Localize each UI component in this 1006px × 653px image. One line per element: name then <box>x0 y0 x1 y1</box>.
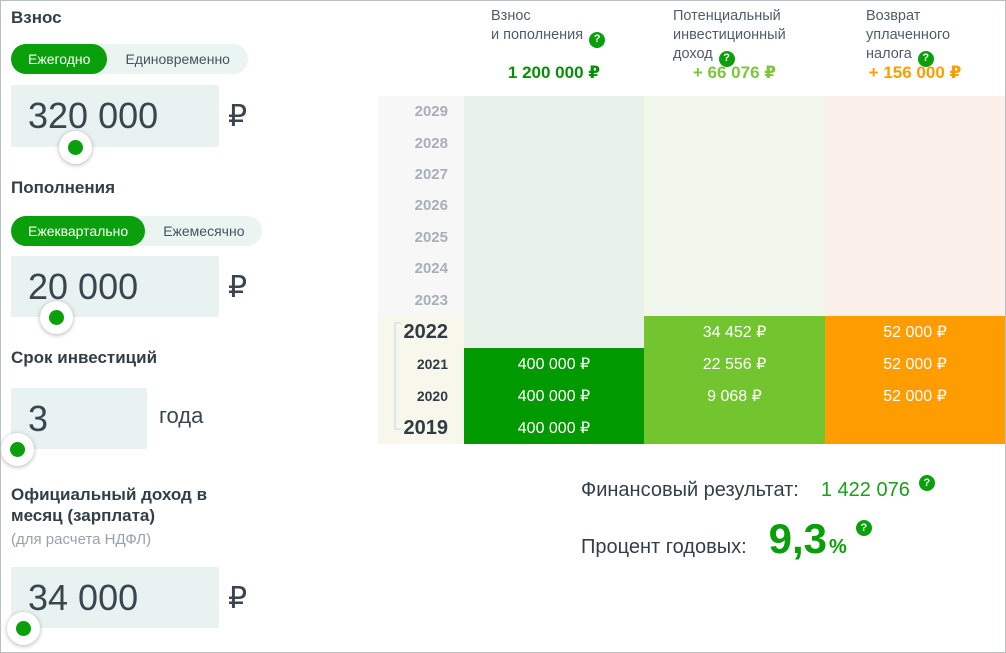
contribution-title: Взнос <box>11 8 62 27</box>
bar-value: 34 452 ₽ <box>702 324 767 341</box>
column-header-tax: Возврат уплаченного налога? <box>866 7 950 67</box>
bar-value <box>825 412 1005 444</box>
term-input[interactable] <box>11 388 147 449</box>
annual-rate-unit: % <box>829 536 847 558</box>
bar-value: 52 000 ₽ <box>883 356 947 373</box>
income-title: Официальный доход в месяц (зарплата) <box>11 485 208 525</box>
year-label-2020: 2020 <box>416 388 448 404</box>
financial-result-value: 1 422 076 <box>820 479 910 501</box>
help-icon[interactable]: ? <box>918 475 935 491</box>
income-slider-handle[interactable] <box>7 612 40 645</box>
bar-value: 9 068 ₽ <box>707 388 762 405</box>
help-icon[interactable]: ? <box>855 520 872 536</box>
contribution-amount-input[interactable] <box>11 85 219 147</box>
contribution-slider-handle[interactable] <box>59 131 92 164</box>
year-label: 2028 <box>414 134 448 152</box>
contrib-total: 1 200 000 ₽ <box>507 63 601 82</box>
stacked-year-chart: 2029 2028 2027 2026 2025 2024 2023 2022 … <box>378 96 1005 444</box>
annual-rate-label: Процент годовых: <box>581 536 747 558</box>
tax-total: + 156 000 ₽ <box>868 63 962 82</box>
year-label: 2023 <box>414 291 448 309</box>
financial-result-row: Финансовый результат: 1 422 076 ? <box>581 475 935 502</box>
year-label: 2024 <box>414 260 448 278</box>
help-icon[interactable]: ? <box>589 31 606 48</box>
toggle-option-quarterly[interactable]: Ежеквартально <box>11 216 146 246</box>
topup-currency-sign: ₽ <box>228 271 248 304</box>
income-subtitle: (для расчета НДФЛ) <box>11 531 152 548</box>
bar-value: 400 000 ₽ <box>517 356 591 373</box>
topup-period-toggle: Ежеквартально Ежемесячно <box>11 216 263 246</box>
selected-years-bg <box>378 316 464 444</box>
year-axis: 2029 2028 2027 2026 2025 2024 2023 <box>378 96 464 316</box>
year-label-2022: 2022 <box>403 320 449 343</box>
income-amount-input[interactable] <box>11 567 219 628</box>
contrib-bar: 400 000 ₽ 400 000 ₽ 400 000 ₽ <box>464 348 644 444</box>
bar-value: 400 000 ₽ <box>517 388 591 405</box>
annual-rate-row: Процент годовых: 9,3 % ? <box>581 518 872 560</box>
term-slider-handle[interactable] <box>1 433 34 466</box>
bar-value: 52 000 ₽ <box>883 388 947 405</box>
topup-slider-handle[interactable] <box>40 301 73 334</box>
year-label-2021: 2021 <box>416 356 448 372</box>
toggle-option-monthly[interactable]: Ежемесячно <box>163 223 245 239</box>
contribution-period-toggle: Ежегодно Единовременно <box>11 44 248 74</box>
help-icon[interactable]: ? <box>917 50 934 67</box>
contribution-currency-sign: ₽ <box>228 100 248 133</box>
help-icon[interactable]: ? <box>718 50 735 67</box>
topup-title: Пополнения <box>11 178 115 197</box>
bar-value: 22 556 ₽ <box>702 356 767 373</box>
year-label: 2025 <box>414 228 448 246</box>
term-unit-label: года <box>159 403 204 428</box>
term-title: Срок инвестиций <box>11 348 158 367</box>
bar-value: 52 000 ₽ <box>883 324 947 341</box>
annual-rate-value: 9,3 <box>768 515 828 562</box>
income-total: + 66 076 ₽ <box>692 63 777 82</box>
income-currency-sign: ₽ <box>228 582 248 615</box>
income-bar: 34 452 ₽ 22 556 ₽ 9 068 ₽ <box>644 316 825 444</box>
financial-result-label: Финансовый результат: <box>581 479 799 501</box>
year-label-2019: 2019 <box>403 416 449 439</box>
tax-bar: 52 000 ₽ 52 000 ₽ 52 000 ₽ <box>825 316 1005 444</box>
period-bracket <box>394 322 401 430</box>
column-header-income: Потенциальный инвестиционный доход? <box>673 7 786 67</box>
year-label: 2027 <box>414 165 448 183</box>
toggle-option-yearly[interactable]: Ежегодно <box>11 44 108 74</box>
bar-value: 400 000 ₽ <box>517 420 591 437</box>
bar-value <box>644 412 825 444</box>
column-header-contrib: Взнос и пополнения? <box>491 7 606 48</box>
year-label: 2026 <box>414 197 448 215</box>
toggle-option-onetime[interactable]: Единовременно <box>125 51 230 67</box>
year-label: 2029 <box>414 103 448 121</box>
